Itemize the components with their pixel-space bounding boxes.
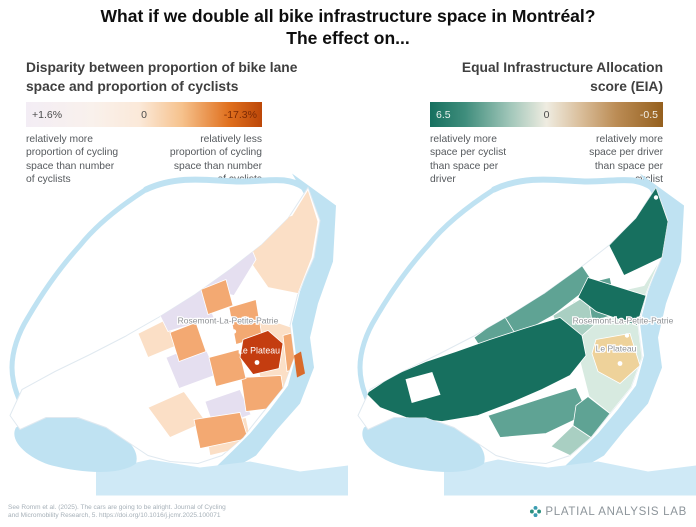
lab-name: PLATIAL ANALYSIS LAB: [545, 505, 687, 518]
map-region-orange-6: [169, 321, 207, 363]
north-river: [143, 176, 307, 193]
borough-regions: [365, 187, 668, 456]
right-subtitle-line2: score (EIA): [590, 79, 663, 94]
left-map-subtitle: Disparity between proportion of bike lan…: [26, 58, 297, 96]
north-river-branch: [357, 187, 497, 408]
ne-marker-dot: [653, 195, 659, 200]
plateau-label: Le Plateau: [596, 344, 637, 354]
right-colorbar-mid-label: 0: [543, 108, 550, 121]
lab-credit: PLATIAL ANALYSIS LAB: [529, 505, 687, 518]
map-region-sw-enclave: [405, 372, 441, 403]
map-region-orange-7: [208, 349, 247, 387]
citation-line2: and Micromobility Research, 5. https://d…: [8, 512, 221, 520]
map-region-orange-5: [193, 412, 249, 449]
left-colorbar-caption-left: relatively more proportion of cycling sp…: [26, 134, 119, 185]
left-colorbar-max-label: -17.3%: [223, 108, 257, 121]
left-colorbar: +1.6% 0 -17.3%: [26, 102, 262, 127]
plateau-marker-dot: [254, 360, 260, 365]
water-features: [357, 173, 696, 496]
rosemont-marker-dot: [624, 333, 630, 338]
plateau-label: Le Plateau: [238, 346, 280, 356]
map-annotations: Rosemont-La-Petite-Patrie Le Plateau: [176, 314, 280, 365]
right-colorbar-caption-right: relatively more space per driver than sp…: [589, 134, 663, 185]
west-lake: [362, 416, 485, 472]
west-lake: [14, 416, 137, 472]
north-river-branch: [9, 187, 149, 408]
right-colorbar: 6.5 0 -0.5: [430, 102, 663, 127]
plateau-marker-dot: [617, 361, 623, 366]
map-region-peach-1: [243, 188, 319, 294]
map-region-island-sliver: [294, 351, 305, 378]
left-subtitle-line2: space and proportion of cyclists: [26, 79, 239, 94]
south-water-band: [96, 459, 348, 496]
right-colorbar-caption-left: relatively more space per cyclist than s…: [430, 134, 507, 185]
map-region-darkteal-band: [577, 277, 647, 327]
right-colorbar-min-label: 6.5: [436, 108, 451, 121]
right-subtitle-line1: Equal Infrastructure Allocation: [461, 60, 663, 75]
disparity-map: Rosemont-La-Petite-Patrie Le Plateau: [9, 173, 348, 496]
right-colorbar-max-label: -0.5: [639, 108, 658, 121]
water-features: [9, 173, 348, 496]
page-title: What if we double all bike infrastructur…: [0, 5, 696, 49]
left-colorbar-mid-label: 0: [141, 108, 147, 121]
title-line2: The effect on...: [286, 28, 410, 48]
platial-lab-logo-icon: [530, 505, 542, 518]
title-line1: What if we double all bike infrastructur…: [100, 6, 596, 26]
east-river: [553, 173, 684, 478]
citation-line1: See Romm et al. (2025). The cars are goi…: [8, 503, 226, 511]
right-map-subtitle: Equal Infrastructure Allocation score (E…: [462, 58, 663, 96]
left-colorbar-min-label: +1.6%: [32, 108, 63, 121]
map-annotations: Rosemont-La-Petite-Patrie Le Plateau: [571, 195, 675, 366]
rosemont-marker-dot: [231, 329, 237, 334]
map-region-le-plateau: [239, 330, 284, 375]
east-river: [205, 173, 336, 478]
south-water-band: [444, 459, 696, 496]
map-region-darkteal-ne: [608, 187, 668, 277]
left-subtitle-line1: Disparity between proportion of bike lan…: [26, 60, 298, 75]
map-region-midteal-5: [572, 395, 611, 439]
map-region-orange-1: [200, 278, 234, 316]
rosemont-label: Rosemont-La-Petite-Patrie: [573, 316, 674, 326]
eia-map: Rosemont-La-Petite-Patrie Le Plateau: [357, 173, 696, 496]
north-river: [491, 176, 655, 193]
rosemont-label: Rosemont-La-Petite-Patrie: [178, 316, 279, 326]
map-region-le-plateau-tan: [591, 333, 641, 384]
citation: See Romm et al. (2025). The cars are goi…: [8, 504, 226, 521]
